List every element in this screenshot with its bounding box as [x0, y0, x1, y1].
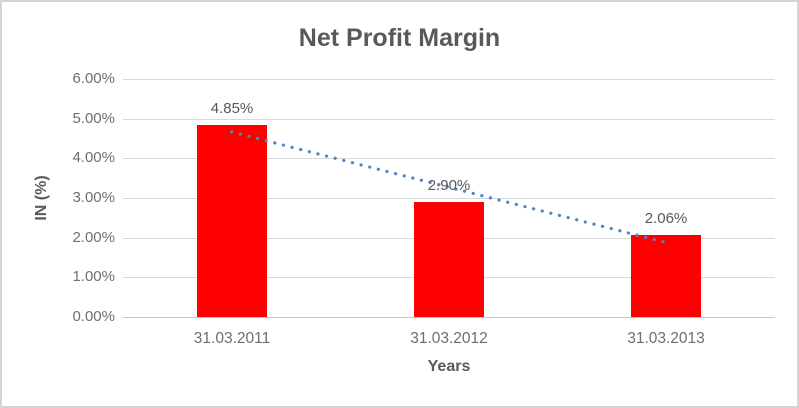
y-tick-label: 4.00%	[72, 149, 115, 166]
category-label: 31.03.2011	[193, 330, 271, 347]
category-label: 31.03.2012	[410, 330, 488, 347]
y-tick-label: 5.00%	[72, 110, 115, 127]
y-tick-label: 0.00%	[72, 308, 115, 325]
bar[interactable]	[414, 202, 484, 317]
y-tick-label: 3.00%	[72, 189, 115, 206]
chart-title: Net Profit Margin	[298, 24, 501, 52]
category-label: 31.03.2013	[627, 330, 705, 347]
gridline	[123, 119, 775, 120]
data-label: 2.90%	[427, 177, 471, 194]
data-label: 2.06%	[644, 210, 688, 227]
gridline	[123, 79, 775, 80]
bar[interactable]	[631, 235, 701, 317]
bar[interactable]	[197, 125, 267, 317]
y-tick-label: 6.00%	[72, 70, 115, 87]
x-axis-line	[123, 317, 775, 318]
y-tick-label: 2.00%	[72, 229, 115, 246]
x-axis-title: Years	[427, 358, 471, 375]
data-label: 4.85%	[210, 100, 254, 117]
y-tick-label: 1.00%	[72, 268, 115, 285]
